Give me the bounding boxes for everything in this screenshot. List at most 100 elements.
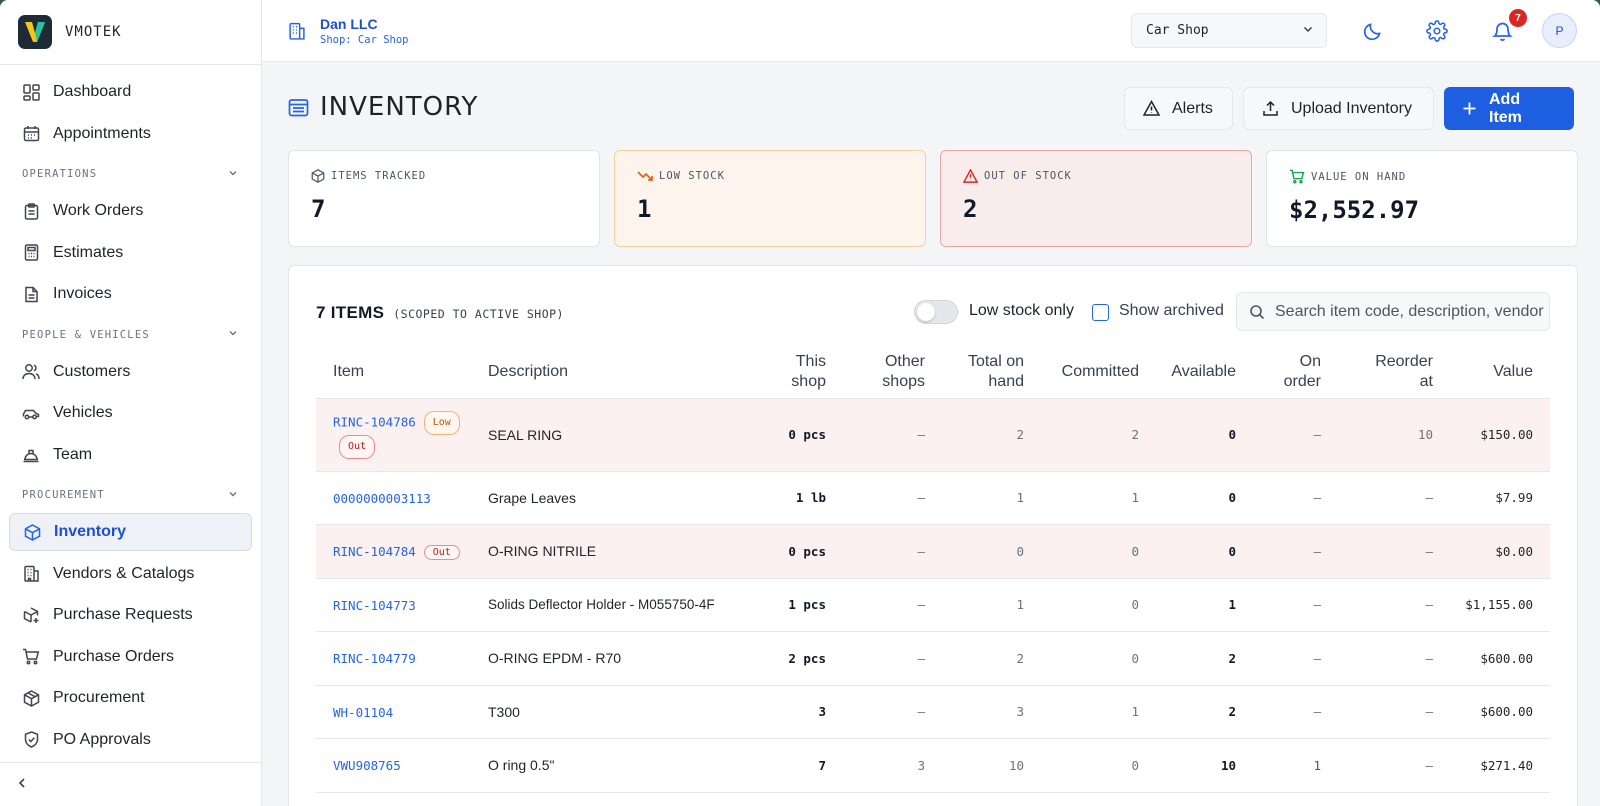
- upload-inventory-button[interactable]: Upload Inventory: [1243, 87, 1434, 130]
- car-icon: [22, 404, 40, 422]
- sidebar-item-label: Procurement: [53, 689, 145, 707]
- stat-label-text: OUT OF STOCK: [984, 170, 1072, 182]
- sidebar-item-label: Estimates: [53, 243, 124, 261]
- sidebar-item-po-approvals[interactable]: PO Approvals: [9, 721, 252, 759]
- show-archived-label[interactable]: Show archived: [1119, 302, 1224, 319]
- item-code-link[interactable]: 0000000003113: [333, 490, 431, 506]
- org-switcher[interactable]: Dan LLC Shop: Car Shop: [320, 16, 409, 46]
- table-row[interactable]: RINC-104784 Out O-RING NITRILE 0 pcs — 0…: [316, 524, 1550, 579]
- low-stock-toggle-label[interactable]: Low stock only: [969, 302, 1074, 319]
- stat-label: OUT OF STOCK: [963, 169, 1229, 183]
- reorder-cell: —: [1321, 631, 1433, 686]
- gear-icon[interactable]: [1425, 19, 1449, 43]
- sidebar-item-dashboard[interactable]: Dashboard: [9, 73, 252, 111]
- item-code-link[interactable]: RINC-104773: [333, 597, 416, 613]
- table-row[interactable]: WH-01104 T300 3 — 3 1 2 — — $600.00: [316, 685, 1550, 739]
- column-header[interactable]: On order: [1236, 346, 1321, 399]
- on-order-cell: —: [1236, 524, 1321, 579]
- chevron-left-icon: [16, 776, 28, 793]
- description-cell: SEAL RING: [488, 398, 738, 472]
- item-cell: WH-01104: [316, 685, 488, 739]
- notification-badge: 7: [1509, 9, 1527, 27]
- page-header: INVENTORY Alerts Upload Inventory Add It…: [262, 62, 1600, 150]
- this-shop-cell: 2 pcs: [738, 631, 826, 686]
- committed-cell: 0: [1024, 738, 1139, 793]
- column-header[interactable]: Total on hand: [925, 346, 1024, 399]
- sidebar-item-customers[interactable]: Customers: [9, 353, 252, 391]
- org-shop: Shop: Car Shop: [320, 33, 409, 46]
- item-code-link[interactable]: WH-01104: [333, 704, 394, 720]
- total-cell: 0: [925, 524, 1024, 579]
- search-box[interactable]: [1236, 292, 1550, 331]
- table-row[interactable]: RINC-104786 Low Out SEAL RING 0 pcs — 2 …: [316, 398, 1550, 472]
- column-header[interactable]: Item: [316, 346, 488, 399]
- alerts-button[interactable]: Alerts: [1124, 87, 1233, 130]
- section-people-vehicles[interactable]: PEOPLE & VEHICLES: [9, 317, 252, 353]
- table-row[interactable]: VWU908765 O ring 0.5" 7 3 10 0 10 1 — $2…: [316, 738, 1550, 793]
- avatar[interactable]: P: [1542, 13, 1577, 48]
- column-header[interactable]: Committed: [1024, 346, 1139, 399]
- stat-low-stock: LOW STOCK 1: [614, 150, 926, 247]
- sidebar-item-label: Dashboard: [53, 83, 132, 101]
- sidebar-item-purchase-orders[interactable]: Purchase Orders: [9, 638, 252, 676]
- sidebar-item-inventory[interactable]: Inventory: [9, 513, 252, 552]
- sidebar-item-appointments[interactable]: Appointments: [9, 115, 252, 153]
- this-shop-cell: 1 lb: [738, 471, 826, 525]
- column-header-text: Total on hand: [967, 352, 1024, 390]
- search-input[interactable]: [1275, 302, 1545, 321]
- column-header[interactable]: Other shops: [826, 346, 925, 399]
- this-shop-cell: 3: [738, 685, 826, 739]
- brand[interactable]: VMOTEK: [0, 0, 261, 66]
- shop-select[interactable]: Car Shop: [1131, 13, 1327, 48]
- on-order-cell: —: [1236, 578, 1321, 632]
- sidebar-item-estimates[interactable]: Estimates: [9, 234, 252, 272]
- item-code-link[interactable]: RINC-104784: [333, 543, 416, 559]
- org-name: Dan LLC: [320, 15, 378, 32]
- bell-icon[interactable]: [1490, 19, 1514, 43]
- column-header[interactable]: This shop: [738, 346, 826, 399]
- committed-cell: 1: [1024, 685, 1139, 739]
- column-header[interactable]: Description: [488, 346, 738, 399]
- sidebar-item-invoices[interactable]: Invoices: [9, 275, 252, 313]
- available-cell: 0: [1139, 471, 1236, 525]
- show-archived-checkbox[interactable]: [1092, 304, 1109, 321]
- available-cell: 2: [1139, 685, 1236, 739]
- description-cell: O-RING EPDM - R70: [488, 631, 738, 686]
- sidebar-item-label: Vendors & Catalogs: [53, 564, 195, 582]
- on-order-cell: 1: [1236, 738, 1321, 793]
- sidebar-item-work-orders[interactable]: Work Orders: [9, 192, 252, 230]
- item-code-link[interactable]: VWU908765: [333, 758, 401, 774]
- stat-label-text: LOW STOCK: [659, 170, 725, 182]
- sidebar-item-purchase-requests[interactable]: Purchase Requests: [9, 596, 252, 634]
- item-cell: RINC-104786 Low Out: [316, 398, 488, 472]
- table-row[interactable]: RINC-104773 Solids Deflector Holder - M0…: [316, 578, 1550, 632]
- stat-value: 2: [963, 195, 978, 223]
- column-header-text: Other shops: [882, 352, 925, 390]
- moon-icon[interactable]: [1360, 19, 1384, 43]
- value-cell: $150.00: [1433, 398, 1550, 472]
- low-stock-toggle[interactable]: [914, 300, 958, 324]
- section-procurement[interactable]: PROCUREMENT: [9, 477, 252, 513]
- stat-value: 1: [637, 195, 652, 223]
- total-cell: 1: [925, 578, 1024, 632]
- sidebar-item-vehicles[interactable]: Vehicles: [9, 394, 252, 432]
- column-header[interactable]: Value: [1433, 346, 1550, 399]
- sidebar-collapse-button[interactable]: [0, 762, 261, 806]
- sidebar-item-procurement[interactable]: Procurement: [9, 679, 252, 717]
- add-item-button[interactable]: Add Item: [1444, 87, 1574, 130]
- item-code-link[interactable]: RINC-104779: [333, 651, 416, 667]
- table-row[interactable]: RINC-104779 O-RING EPDM - R70 2 pcs — 2 …: [316, 631, 1550, 686]
- section-operations[interactable]: OPERATIONS: [9, 156, 252, 192]
- shop-select-value: Car Shop: [1146, 23, 1209, 38]
- item-code-link[interactable]: RINC-104786: [333, 414, 416, 430]
- building-icon: [288, 22, 306, 40]
- table-row[interactable]: 0000000003113 Grape Leaves 1 lb — 1 1 0 …: [316, 471, 1550, 525]
- reorder-cell: —: [1321, 685, 1433, 739]
- column-header[interactable]: Reorder at: [1321, 346, 1433, 399]
- committed-cell: 0: [1024, 578, 1139, 632]
- column-header[interactable]: Available: [1139, 346, 1236, 399]
- value-cell: $7.99: [1433, 471, 1550, 525]
- sidebar-item-team[interactable]: Team: [9, 436, 252, 474]
- column-header-text: On order: [1283, 352, 1321, 390]
- sidebar-item-vendors-catalogs[interactable]: Vendors & Catalogs: [9, 555, 252, 593]
